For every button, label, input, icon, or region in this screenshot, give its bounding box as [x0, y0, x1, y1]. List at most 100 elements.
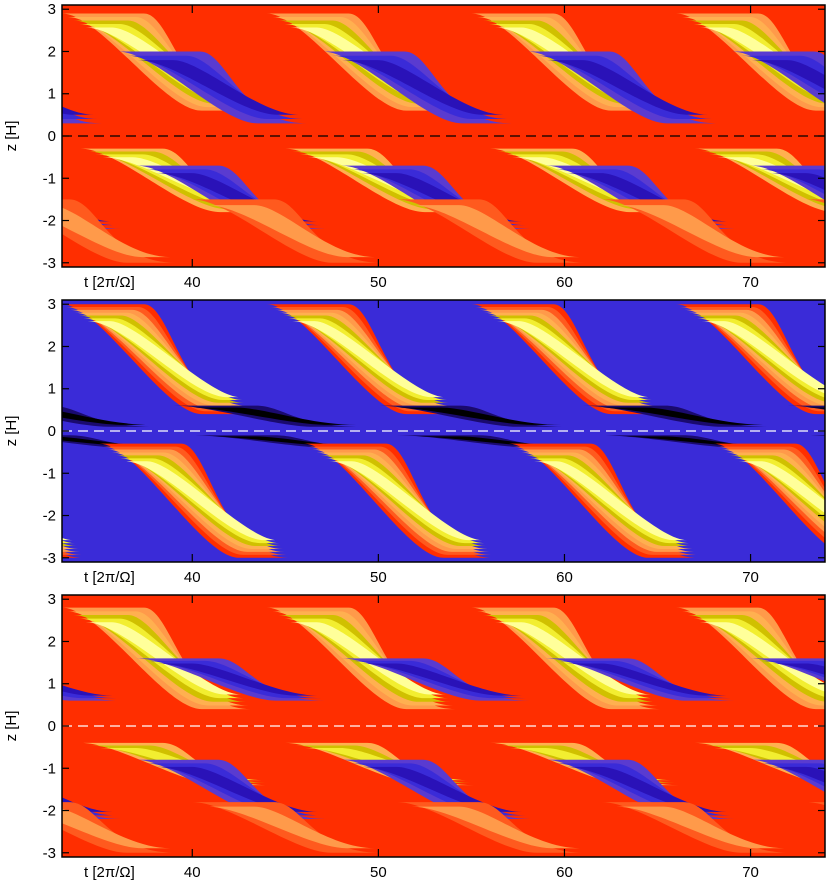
x-tick-label: 60 [556, 274, 573, 291]
contour-band-0-level-9 [0, 307, 44, 411]
y-axis-label: z [H] [3, 121, 20, 152]
contour-band-1-level-11 [726, 452, 825, 528]
contour-band-1-level-8 [62, 553, 84, 558]
contour-band-0-level-13 [693, 618, 825, 697]
y-tick-label: -3 [43, 845, 56, 862]
contour-band-1-level-14 [62, 537, 73, 541]
y-tick-label: -2 [43, 508, 56, 525]
contour-band-1-level-11 [62, 545, 79, 549]
y-tick-label: 1 [48, 86, 56, 103]
y-tick-label: 3 [48, 1, 56, 18]
contour-band-0-level-14 [0, 622, 36, 694]
contour-band-0-level-14 [0, 27, 36, 96]
contour-band-2-level-0 [597, 407, 766, 425]
contour-field [0, 5, 825, 267]
x-tick-label: 40 [184, 569, 201, 586]
contour-band-1-level-2 [770, 663, 825, 675]
contour-band-0-level-11 [0, 313, 41, 406]
contour-band-0-level-14 [699, 622, 825, 692]
contour-band-2-level-1 [787, 405, 825, 410]
contour-band-2-level-0 [393, 407, 562, 425]
y-tick-label: 0 [48, 128, 56, 145]
contour-band-0-level-12 [0, 615, 41, 702]
contour-band-1-level-3 [62, 109, 98, 120]
y-axis-label: z [H] [3, 711, 20, 742]
y-tick-label: -3 [43, 550, 56, 567]
contour-band-2-level-0 [62, 411, 152, 425]
contour-band-4-level-10 [207, 205, 375, 258]
contour-band-1-level-9 [62, 550, 82, 555]
x-tick-label: 70 [742, 274, 759, 291]
contour-band-3-level-0 [207, 436, 375, 447]
contour-band-1-level-2 [565, 663, 727, 696]
contour-band-2-level-14 [717, 157, 825, 197]
contour-band-3-level-0 [616, 436, 785, 447]
contour-band-0-level-12 [688, 614, 825, 702]
y-tick-label: -1 [43, 465, 56, 482]
y-tick-label: -1 [43, 760, 56, 777]
y-tick-label: 0 [48, 423, 56, 440]
contour-band-1-level-2 [751, 60, 825, 90]
contour-band-1-level-2 [62, 685, 113, 696]
contour-band-0-level-14 [87, 321, 241, 398]
x-tick-label: 50 [370, 274, 387, 291]
contour-band-1-level-2 [547, 60, 708, 115]
x-tick-label: 40 [184, 274, 201, 291]
contour-band-4-level-10 [616, 205, 785, 258]
panel-1: 3 2 1 0 -1 -2 -3 40 50 60 70 t [2π/Ω] z [H] [0, 1, 826, 291]
contour-band-2-level-0 [188, 407, 357, 425]
contour-band-2-level-0 [802, 407, 825, 410]
contour-band-3-level-2 [360, 173, 522, 222]
contour-band-1-level-4 [62, 112, 102, 124]
x-axis-label: t [2π/Ω] [84, 569, 135, 586]
contour-band-4-level-10 [821, 205, 825, 206]
contour-band-0-level-12 [0, 20, 41, 103]
x-tick-label: 70 [742, 864, 759, 881]
y-tick-label: -3 [43, 255, 56, 272]
y-tick-label: 1 [48, 676, 56, 693]
contour-band-0-level-14 [292, 321, 446, 398]
y-tick-label: 3 [48, 296, 56, 313]
contour-band-0-level-14 [496, 321, 650, 398]
contour-band-0-level-12 [0, 316, 39, 403]
contour-field [0, 595, 825, 857]
y-tick-label: 2 [48, 43, 56, 60]
contour-band-2-level-11 [694, 742, 825, 785]
contour-band-1-level-2 [360, 663, 522, 696]
contour-band-1-level-3 [62, 685, 117, 699]
contour-band-3-level-2 [156, 766, 318, 812]
contour-band-4-level-10 [62, 207, 171, 258]
contour-band-3-level-2 [565, 173, 727, 222]
y-axis-label: z [H] [3, 416, 20, 447]
contour-band-3-level-2 [770, 766, 825, 783]
contour-band-0-level-14 [0, 321, 36, 397]
contour-band-0-level-10 [0, 608, 46, 709]
x-tick-label: 50 [370, 569, 387, 586]
x-tick-label: 60 [556, 569, 573, 586]
contour-band-1-level-10 [62, 548, 80, 552]
contour-band-3-level-0 [411, 436, 580, 447]
contour-band-0-level-12 [688, 20, 825, 104]
contour-band-0-level-13 [0, 318, 37, 400]
y-tick-label: 2 [48, 338, 56, 355]
contour-band-0-level-13 [0, 619, 39, 699]
y-tick-label: -1 [43, 170, 56, 187]
contour-band-4-level-10 [207, 806, 375, 849]
contour-band-0-level-11 [0, 611, 44, 705]
contour-band-1-level-2 [342, 60, 504, 115]
contour-band-0-level-11 [0, 17, 44, 107]
contour-band-3-level-1 [62, 435, 177, 448]
panel-2: 3 2 1 0 -1 -2 -3 40 50 60 70 t [2π/Ω] z [H] [0, 296, 826, 586]
contour-band-0-level-13 [697, 318, 825, 398]
contour-band-1-level-14 [534, 461, 688, 541]
contour-band-4-level-10 [821, 806, 825, 807]
contour-band-4-level-9 [806, 802, 825, 806]
x-axis-label: t [2π/Ω] [84, 274, 135, 291]
contour-band-4-level-10 [411, 205, 580, 258]
contour-band-2-level-12 [702, 151, 825, 207]
contour-band-3-level-2 [565, 766, 727, 812]
contour-band-1-level-13 [62, 540, 75, 544]
contour-band-4-level-10 [62, 808, 171, 849]
contour-band-3-level-2 [360, 766, 522, 812]
